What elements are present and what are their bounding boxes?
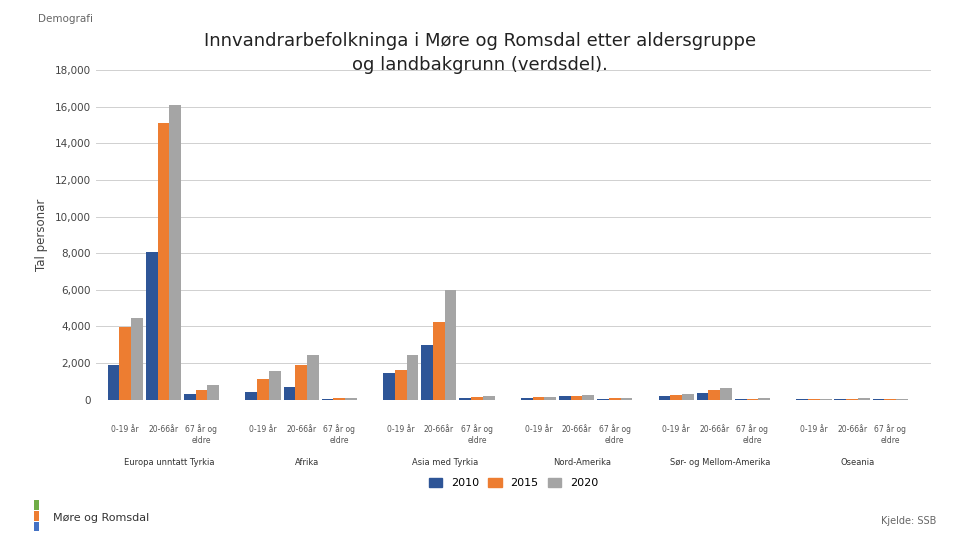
Bar <box>758 399 770 400</box>
Bar <box>597 399 609 400</box>
Bar <box>571 396 583 400</box>
Bar <box>146 252 157 400</box>
Bar <box>846 399 858 400</box>
Text: Oseania: Oseania <box>841 458 876 467</box>
Bar <box>444 290 456 400</box>
Text: Afrika: Afrika <box>295 458 319 467</box>
Bar <box>697 393 708 400</box>
Bar <box>184 394 196 400</box>
Bar <box>207 385 219 400</box>
Bar <box>257 380 269 400</box>
Bar <box>858 398 870 400</box>
Bar <box>322 399 333 400</box>
Bar <box>683 394 694 400</box>
Bar <box>132 318 143 400</box>
Bar <box>609 398 620 400</box>
Text: Kjelde: SSB: Kjelde: SSB <box>880 516 936 526</box>
Bar <box>34 511 39 521</box>
Bar <box>471 397 483 400</box>
Bar <box>670 395 683 400</box>
Bar <box>834 399 846 400</box>
Text: Nord-Amerika: Nord-Amerika <box>554 458 612 467</box>
Bar <box>659 396 670 400</box>
Bar <box>820 399 831 400</box>
Bar <box>283 387 296 400</box>
Bar <box>583 395 594 400</box>
Bar <box>747 399 758 400</box>
Text: Møre og Romsdal: Møre og Romsdal <box>53 514 149 523</box>
Bar <box>119 327 132 400</box>
Bar <box>544 397 556 400</box>
Bar <box>246 392 257 400</box>
Bar <box>395 370 407 400</box>
Bar <box>407 355 419 400</box>
Legend: 2010, 2015, 2020: 2010, 2015, 2020 <box>424 474 603 493</box>
Bar <box>333 398 345 400</box>
Text: Innvandrarbefolkninga i Møre og Romsdal etter aldersgruppe
og landbakgrunn (verd: Innvandrarbefolkninga i Møre og Romsdal … <box>204 32 756 74</box>
Bar <box>345 398 357 400</box>
Bar <box>269 371 280 400</box>
Bar <box>108 365 119 400</box>
Bar <box>720 388 732 400</box>
Bar <box>734 399 747 400</box>
Bar <box>383 373 395 400</box>
Text: Demografi: Demografi <box>38 14 93 24</box>
Bar <box>559 396 571 400</box>
Y-axis label: Tal personar: Tal personar <box>36 199 48 271</box>
Bar <box>196 389 207 400</box>
Bar <box>620 398 633 400</box>
Text: Sør- og Mellom-Amerika: Sør- og Mellom-Amerika <box>670 458 770 467</box>
Bar <box>307 355 319 400</box>
Bar <box>34 500 39 510</box>
Text: Europa unntatt Tyrkia: Europa unntatt Tyrkia <box>124 458 214 467</box>
Bar <box>521 398 533 400</box>
Bar <box>708 390 720 400</box>
Bar <box>483 396 494 400</box>
Bar <box>533 397 544 400</box>
Text: Asia med Tyrkia: Asia med Tyrkia <box>412 458 478 467</box>
Bar <box>157 123 169 400</box>
Bar <box>808 399 820 400</box>
Bar <box>296 365 307 400</box>
Bar <box>421 345 433 400</box>
Bar <box>169 105 181 400</box>
Bar <box>433 322 444 400</box>
Bar <box>460 398 471 400</box>
Bar <box>34 522 39 531</box>
